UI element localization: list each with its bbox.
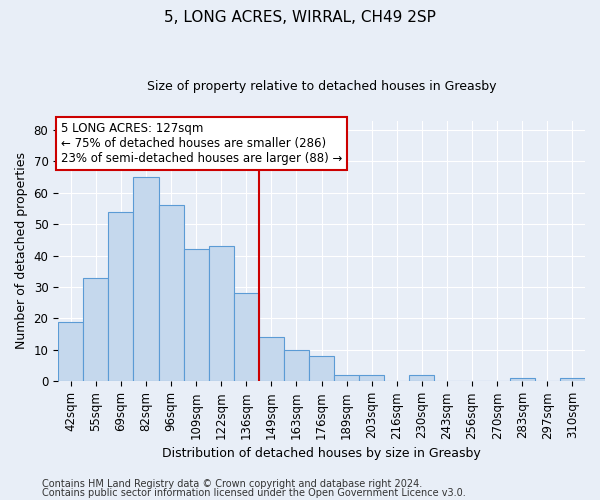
Bar bbox=[334, 375, 359, 382]
Bar bbox=[359, 375, 384, 382]
Bar bbox=[409, 375, 434, 382]
Bar bbox=[510, 378, 535, 382]
Text: Contains HM Land Registry data © Crown copyright and database right 2024.: Contains HM Land Registry data © Crown c… bbox=[42, 479, 422, 489]
Bar bbox=[309, 356, 334, 382]
Bar bbox=[133, 177, 158, 382]
X-axis label: Distribution of detached houses by size in Greasby: Distribution of detached houses by size … bbox=[162, 447, 481, 460]
Bar bbox=[184, 250, 209, 382]
Bar bbox=[209, 246, 234, 382]
Bar bbox=[234, 294, 259, 382]
Bar bbox=[284, 350, 309, 382]
Bar bbox=[83, 278, 109, 382]
Title: Size of property relative to detached houses in Greasby: Size of property relative to detached ho… bbox=[147, 80, 496, 93]
Text: 5 LONG ACRES: 127sqm
← 75% of detached houses are smaller (286)
23% of semi-deta: 5 LONG ACRES: 127sqm ← 75% of detached h… bbox=[61, 122, 342, 165]
Bar bbox=[560, 378, 585, 382]
Bar bbox=[158, 206, 184, 382]
Bar bbox=[109, 212, 133, 382]
Text: 5, LONG ACRES, WIRRAL, CH49 2SP: 5, LONG ACRES, WIRRAL, CH49 2SP bbox=[164, 10, 436, 25]
Bar bbox=[259, 338, 284, 382]
Bar bbox=[58, 322, 83, 382]
Y-axis label: Number of detached properties: Number of detached properties bbox=[15, 152, 28, 350]
Text: Contains public sector information licensed under the Open Government Licence v3: Contains public sector information licen… bbox=[42, 488, 466, 498]
